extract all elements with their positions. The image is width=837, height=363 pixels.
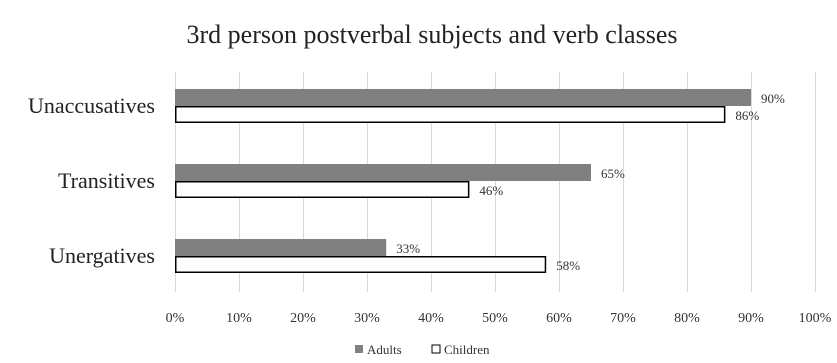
data-label-children-transitives: 46% [479,183,503,198]
legend-label-children: Children [444,342,490,357]
x-tick-label: 20% [290,311,316,326]
bar-children-unergatives [175,256,547,273]
category-label-transitives: Transitives [58,168,155,193]
data-label-adults-transitives: 65% [601,166,625,181]
data-label-children-unaccusatives: 86% [735,108,759,123]
data-label-adults-unergatives: 33% [396,241,420,256]
data-labels: 90%86% 65% 46% 33% 58% [396,91,785,273]
x-tick-label: 30% [354,311,380,326]
category-label-unaccusatives: Unaccusatives [28,93,155,118]
x-tick-label: 0% [166,311,185,326]
legend-swatch-adults [355,345,363,353]
x-tick-label: 40% [418,311,444,326]
bar-adults-unaccusatives [175,89,751,106]
x-tick-label: 60% [546,311,572,326]
category-labels: Unaccusatives Transitives Unergatives [28,93,155,268]
legend: Adults Children [355,342,490,357]
bar-children-transitives [175,181,470,198]
bar-adults-transitives [175,164,591,181]
bar-children-unaccusatives [175,106,726,123]
legend-swatch-children [431,344,441,354]
chart-title: 3rd person postverbal subjects and verb … [187,20,678,49]
x-tick-label: 100% [799,311,832,326]
x-tick-label: 10% [226,311,252,326]
x-axis-ticks: 0% 10% 20% 30% 40% 50% 60% 70% 80% 90% 100% [166,311,832,326]
x-tick-label: 80% [674,311,700,326]
bars [175,89,751,273]
category-label-unergatives: Unergatives [49,243,155,268]
data-label-adults-unaccusatives: 90% [761,91,785,106]
x-tick-label: 50% [482,311,508,326]
data-label-children-unergatives: 58% [556,258,580,273]
bar-adults-unergatives [175,239,387,256]
legend-label-adults: Adults [367,342,402,357]
x-tick-label: 70% [610,311,636,326]
x-tick-label: 90% [738,311,764,326]
